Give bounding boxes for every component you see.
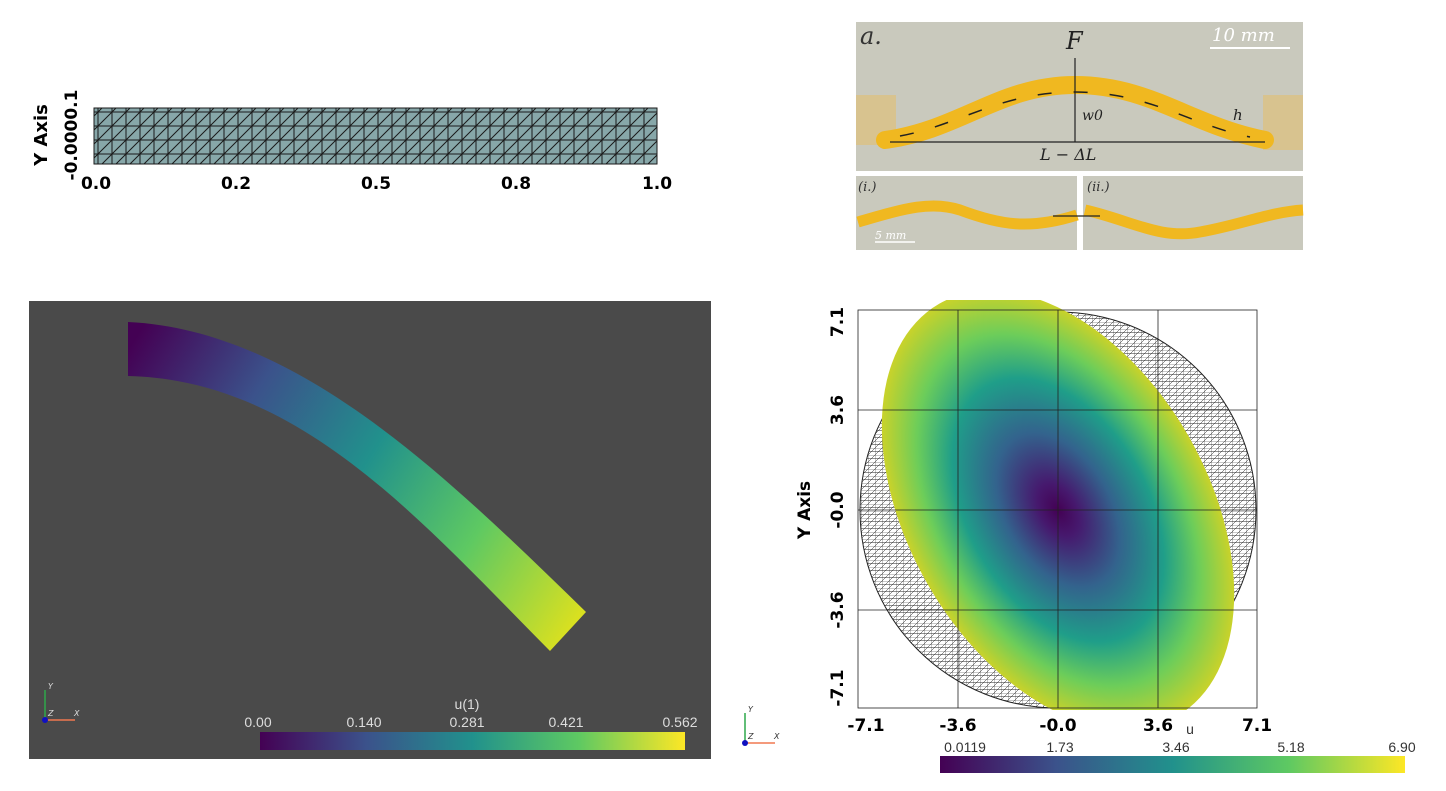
mesh-x-tick: 0.0 [80,174,112,194]
mesh-x-tick: 0.2 [220,174,252,194]
mesh-x-tick: 0.8 [500,174,532,194]
h-label: h [1233,106,1243,124]
axes-triad-disk [742,713,775,746]
disk-colorbar-tick: 6.90 [1388,739,1416,755]
deformed-beam [128,322,586,651]
disk-y-axis-label: Y Axis [795,480,815,540]
triad-z-label: Z [748,732,754,741]
beam-colorbar-tick: 0.421 [548,714,584,730]
disk-colorbar [940,756,1405,773]
disk-x-tick: 7.1 [1241,716,1273,736]
disk-x-tick: -3.6 [939,716,977,736]
disk-y-tick: -0.0 [828,491,848,529]
beam-colorbar-title: u(1) [454,696,480,712]
beam-colorbar-tick: 0.281 [449,714,485,730]
disk-x-tick: -0.0 [1039,716,1077,736]
force-label: F [1066,27,1083,55]
scale-label-top: 10 mm [1212,25,1275,46]
disk-y-tick: 3.6 [828,394,848,426]
beam-colorbar-tick: 0.00 [244,714,272,730]
disk-colorbar-tick: 1.73 [1046,739,1074,755]
label-ii: (ii.) [1087,180,1110,195]
triad-y-label: Y [48,682,53,691]
mesh-x-tick: 1.0 [641,174,673,194]
beam-colorbar-tick: 0.140 [346,714,382,730]
photo-panel [856,22,1304,250]
length-label: L − ΔL [1040,145,1097,164]
disk-colorbar-tick: 3.46 [1162,739,1190,755]
triad-z-label: Z [48,709,54,718]
disk-colorbar-tick: 5.18 [1277,739,1305,755]
disk-y-tick: -7.1 [828,669,848,707]
beam-viewport[interactable] [29,301,711,759]
triad-x-label: X [774,732,780,741]
disk-y-tick: -3.6 [828,591,848,629]
label-i: (i.) [858,180,877,195]
disk-x-tick: -7.1 [847,716,885,736]
beam-colorbar-tick: 0.562 [662,714,698,730]
triad-x-label: X [74,709,80,718]
mesh-x-tick: 0.5 [360,174,392,194]
disk-y-tick: 7.1 [828,306,848,338]
disk-colorbar-tick: 0.0119 [944,739,986,755]
beam-colorbar [260,732,685,750]
scale-label-bottom: 5 mm [875,229,907,242]
mesh-y-ticks: -0.0000.1 [62,89,82,181]
disk-grid [857,309,1258,709]
disk-x-tick: 3.6 [1142,716,1174,736]
photo-label-a: a. [860,22,882,50]
mesh-y-axis-label: Y Axis [31,104,52,166]
disk-colorbar-title: u [1186,721,1194,737]
triad-y-label: Y [748,705,753,714]
w0-label: w0 [1082,108,1103,124]
mesh-rectangle [93,107,658,165]
axes-triad-beam [42,690,75,723]
